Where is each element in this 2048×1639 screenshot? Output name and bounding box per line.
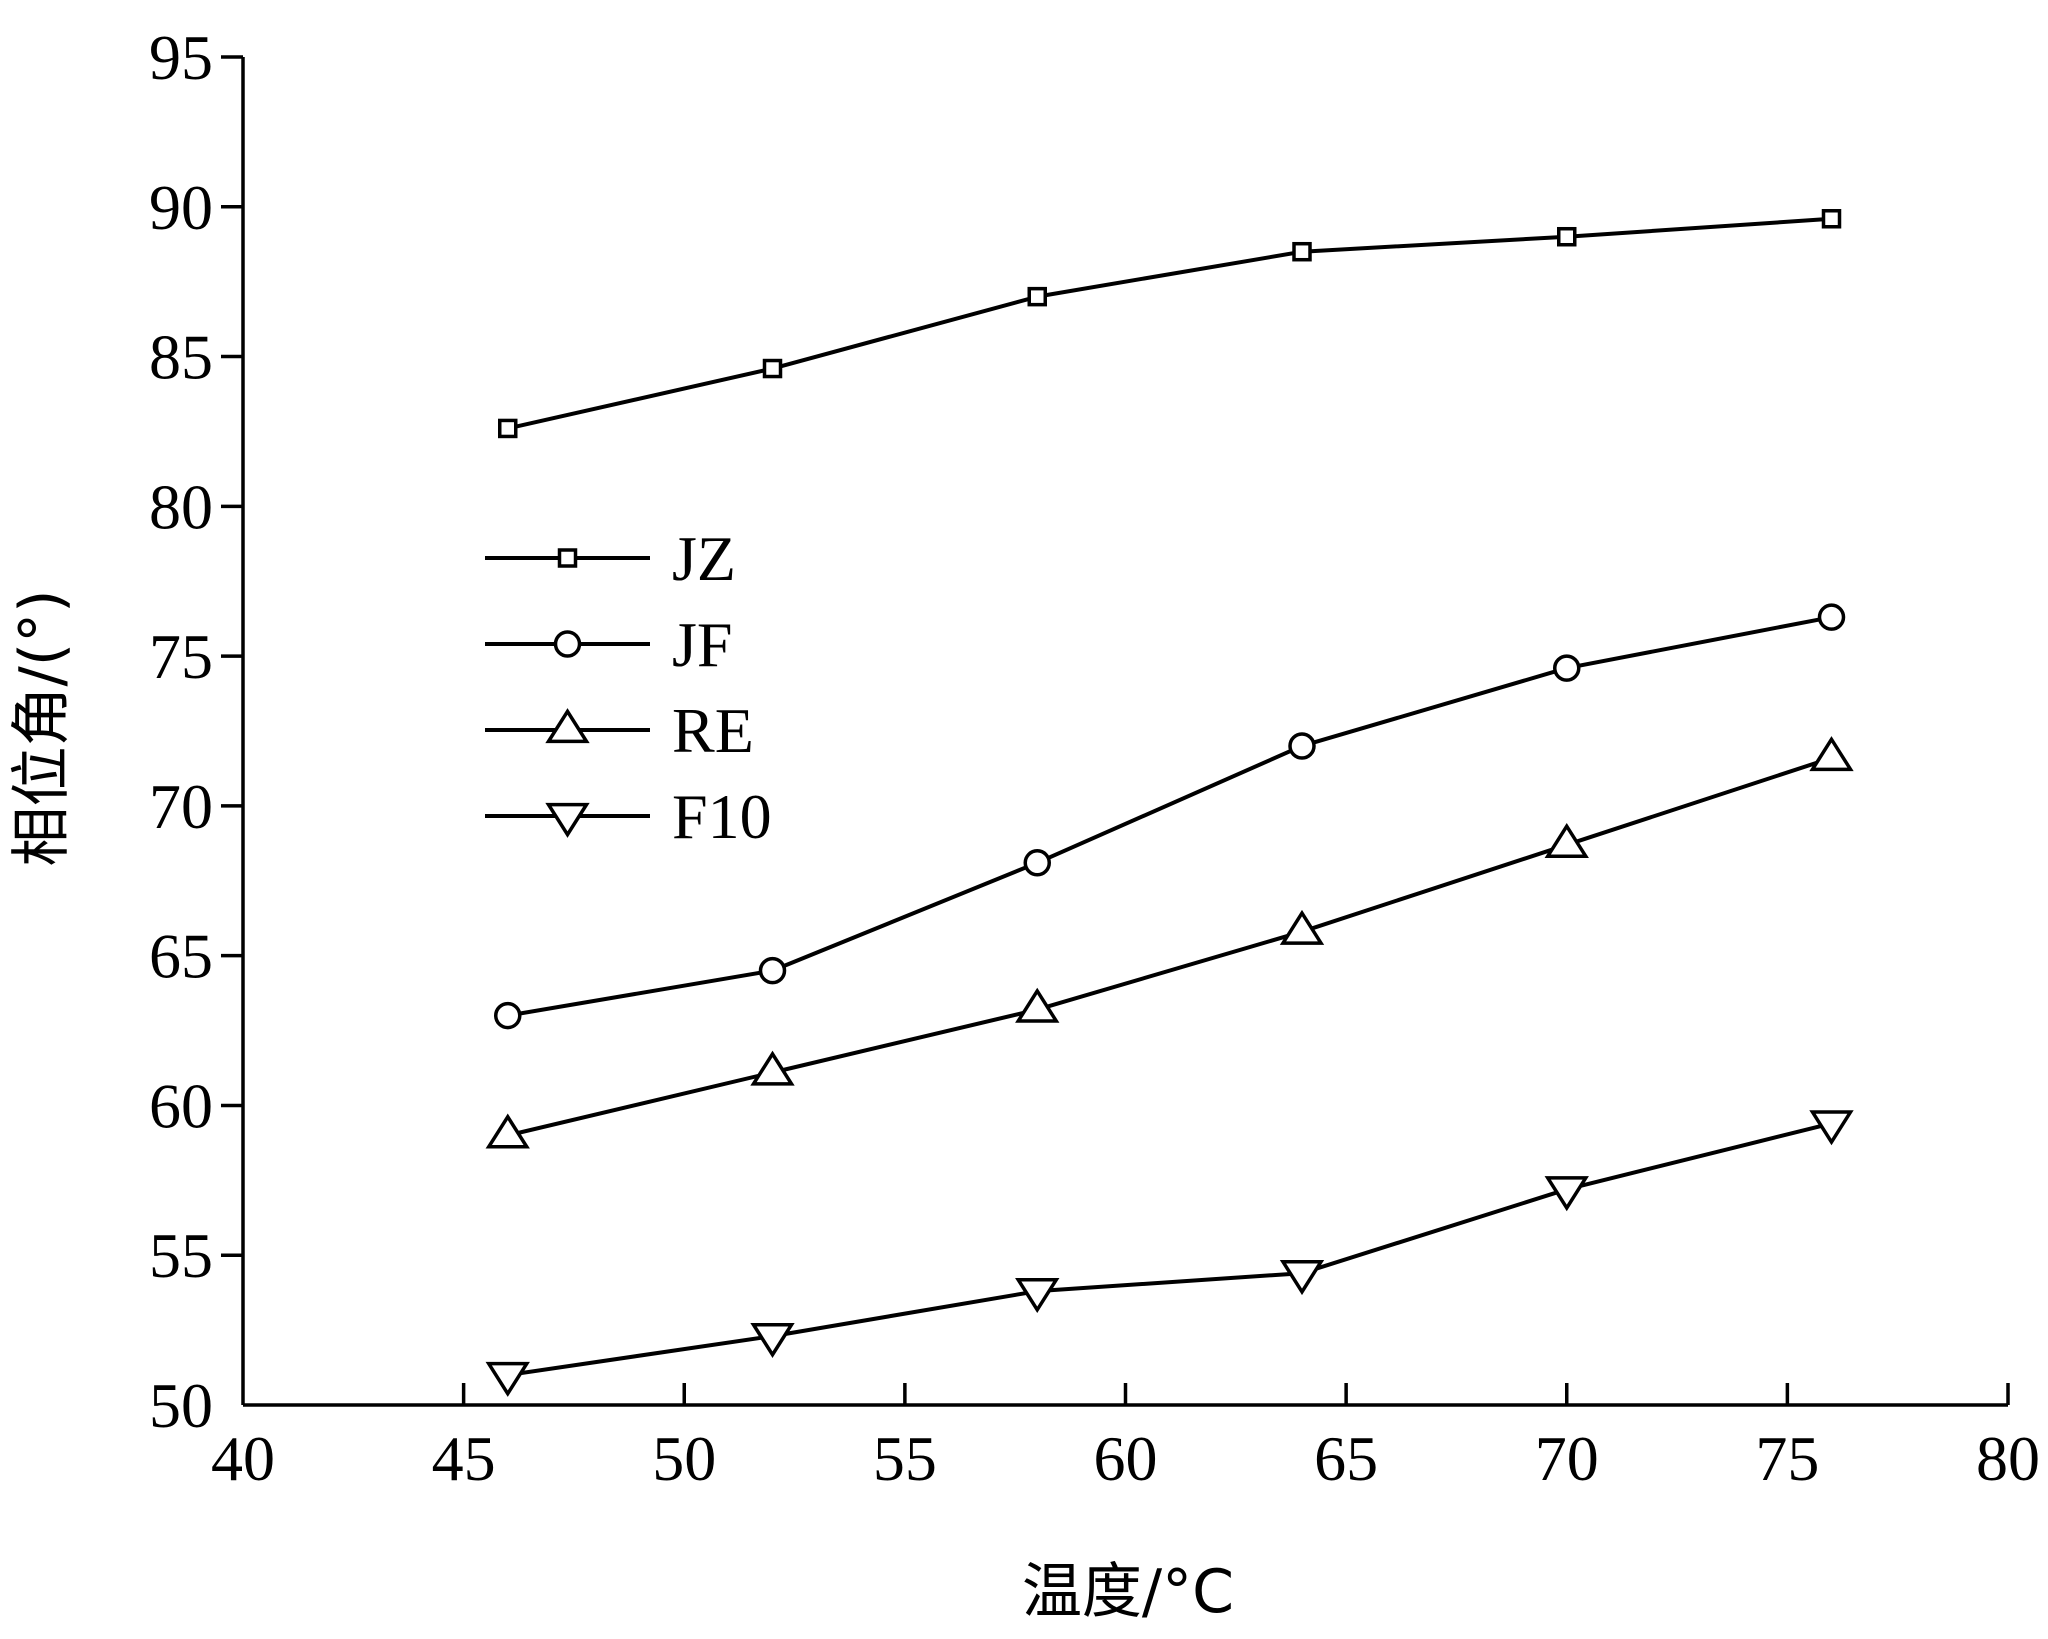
y-tick-label: 95 bbox=[149, 22, 213, 93]
data-point-jf bbox=[1817, 603, 1846, 631]
data-point-re bbox=[750, 1050, 795, 1086]
x-tick-label: 65 bbox=[1314, 1423, 1378, 1494]
data-point-jz bbox=[498, 418, 518, 439]
x-tick-label: 40 bbox=[211, 1423, 275, 1494]
legend-label-jf: JF bbox=[672, 609, 733, 680]
y-axis-title: 相位角/(°) bbox=[7, 589, 77, 866]
data-point-f10 bbox=[1544, 1176, 1589, 1212]
legend-item-f10: F10 bbox=[485, 781, 772, 852]
series-line-jf bbox=[507, 615, 1832, 1018]
legend-marker-jz bbox=[557, 548, 578, 568]
y-tick-label: 90 bbox=[149, 172, 213, 243]
legend-item-re: RE bbox=[485, 695, 754, 766]
series-line-f10 bbox=[507, 1121, 1832, 1378]
data-point-re bbox=[485, 1113, 530, 1149]
x-tick-label: 60 bbox=[1094, 1423, 1158, 1494]
y-tick-label: 75 bbox=[149, 621, 213, 692]
data-point-jz bbox=[1027, 286, 1047, 307]
y-tick-label: 55 bbox=[149, 1220, 213, 1291]
series-re bbox=[485, 736, 1854, 1149]
data-point-jz bbox=[1821, 209, 1842, 229]
data-point-jz bbox=[1292, 241, 1312, 262]
data-point-jf bbox=[1288, 732, 1316, 760]
x-tick-label: 50 bbox=[652, 1423, 716, 1494]
legend-item-jz: JZ bbox=[485, 523, 736, 594]
data-point-jf bbox=[758, 956, 787, 985]
data-point-re bbox=[1544, 822, 1589, 858]
legend-marker-re bbox=[545, 708, 590, 744]
legend-marker-f10 bbox=[545, 802, 590, 838]
series-jz bbox=[498, 209, 1842, 439]
data-point-jz bbox=[762, 358, 783, 379]
x-tick-label: 75 bbox=[1755, 1423, 1819, 1494]
axes: 50 55 60 65 70 75 80 85 90 95 40 45 50 55 60 65 70 75 80 bbox=[149, 22, 2040, 1494]
data-point-jz bbox=[1557, 226, 1577, 247]
data-point-jf bbox=[494, 1001, 522, 1030]
y-tick-label: 65 bbox=[149, 921, 213, 992]
series-line-jz bbox=[507, 216, 1832, 431]
series-group bbox=[485, 209, 1854, 1397]
data-point-f10 bbox=[485, 1361, 530, 1397]
legend-label-f10: F10 bbox=[672, 781, 772, 852]
x-tick-label: 55 bbox=[873, 1423, 937, 1494]
x-axis-title: 温度/°C bbox=[1022, 1557, 1234, 1627]
x-tick-label: 70 bbox=[1535, 1423, 1599, 1494]
x-tick-label: 80 bbox=[1976, 1423, 2040, 1494]
data-point-re bbox=[1279, 909, 1325, 945]
legend-marker-jf bbox=[553, 630, 582, 658]
y-tick-label: 60 bbox=[149, 1070, 213, 1141]
legend-label-jz: JZ bbox=[672, 523, 736, 594]
legend-item-jf: JF bbox=[485, 609, 733, 680]
data-point-f10 bbox=[1279, 1260, 1325, 1296]
x-tick-label: 45 bbox=[432, 1423, 496, 1494]
data-point-f10 bbox=[1809, 1110, 1854, 1146]
data-point-re bbox=[1809, 736, 1854, 772]
series-line-re bbox=[507, 756, 1833, 1138]
y-tick-label: 70 bbox=[149, 771, 213, 842]
series-f10 bbox=[485, 1110, 1854, 1397]
data-point-re bbox=[1015, 987, 1060, 1023]
data-point-f10 bbox=[750, 1322, 795, 1358]
y-tick-label: 50 bbox=[149, 1370, 213, 1441]
data-point-f10 bbox=[1015, 1278, 1060, 1314]
series-jf bbox=[494, 603, 1846, 1030]
data-point-jf bbox=[1023, 849, 1051, 877]
y-tick-label: 80 bbox=[149, 471, 213, 542]
y-tick-label: 85 bbox=[149, 322, 213, 393]
legend-label-re: RE bbox=[672, 695, 754, 766]
data-point-jf bbox=[1553, 654, 1581, 682]
legend: JZ JF RE F10 bbox=[485, 523, 772, 852]
